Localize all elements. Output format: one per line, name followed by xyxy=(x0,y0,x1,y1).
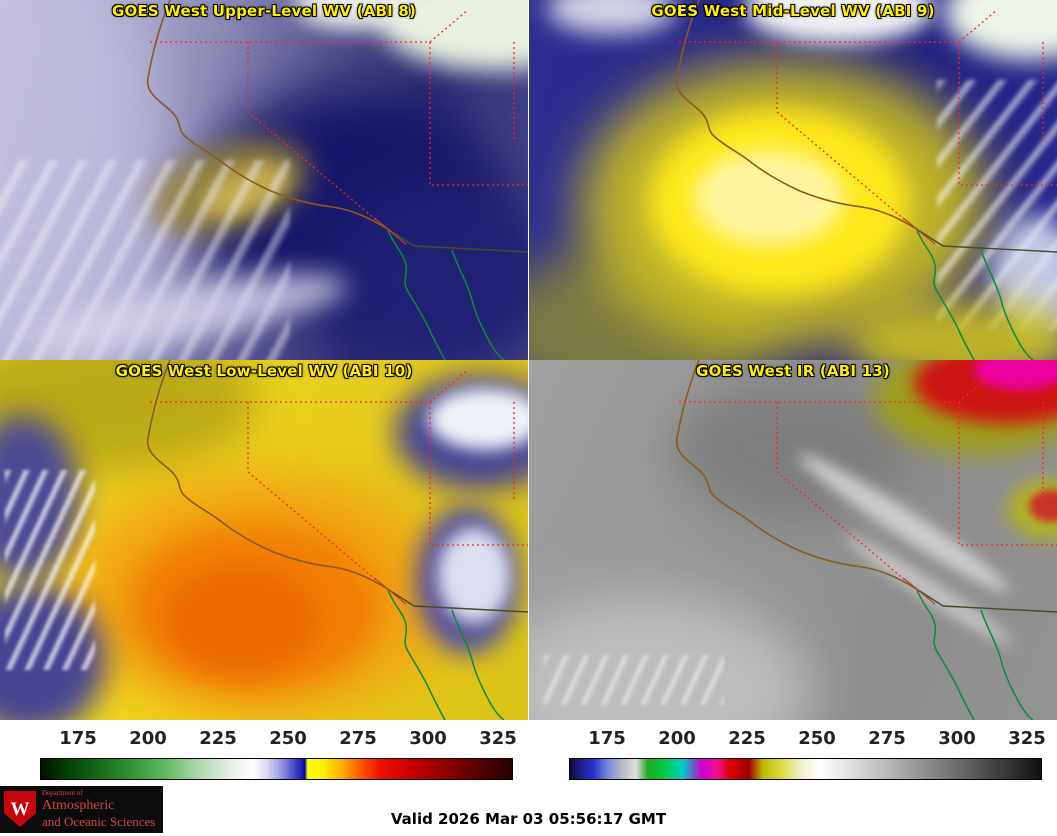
valid-timestamp: Valid 2026 Mar 03 05:56:17 GMT xyxy=(390,810,667,828)
colorbar-wv-tick-labels: 175 200 225 250 275 300 325 xyxy=(0,728,528,752)
map-overlay xyxy=(675,360,1057,720)
map-overlay xyxy=(146,0,528,360)
colorbar-ir-tick-labels: 175 200 225 250 275 300 325 xyxy=(529,728,1057,752)
panel-mid-level-wv: GOES West Mid-Level WV (ABI 9) xyxy=(529,0,1057,360)
colorbar-tick-label: 175 xyxy=(588,728,626,749)
map-overlay xyxy=(675,0,1057,360)
satellite-texture-layer xyxy=(438,528,510,623)
satellite-texture-layer xyxy=(165,565,320,675)
colorbar-tick-label: 250 xyxy=(269,728,307,749)
colorbar-tick-label: 200 xyxy=(129,728,167,749)
colorbar-tick-label: 300 xyxy=(409,728,447,749)
logo-department-label: Department of xyxy=(42,789,83,797)
colorbar-tick-label: 325 xyxy=(479,728,517,749)
panel-ir: GOES West IR (ABI 13) xyxy=(529,360,1057,720)
panel-title: GOES West IR (ABI 13) xyxy=(696,362,890,380)
panel-low-level-wv: GOES West Low-Level WV (ABI 10) xyxy=(0,360,528,720)
satellite-texture-layer xyxy=(544,655,724,705)
panel-title: GOES West Upper-Level WV (ABI 8) xyxy=(111,2,417,20)
logo-line2: and Oceanic Sciences xyxy=(42,814,156,829)
uw-crest-letter: W xyxy=(10,798,30,820)
logo-line1: Atmospheric xyxy=(42,798,115,813)
colorbar-tick-label: 300 xyxy=(938,728,976,749)
map-overlay xyxy=(146,360,528,720)
colorbar-tick-label: 325 xyxy=(1008,728,1046,749)
panel-title: GOES West Low-Level WV (ABI 10) xyxy=(115,362,413,380)
uw-aos-logo: W Department of Atmospheric and Oceanic … xyxy=(0,786,163,833)
colorbar-tick-label: 225 xyxy=(199,728,237,749)
footer: 175 200 225 250 275 300 325 175 200 225 … xyxy=(0,720,1057,836)
satellite-texture-layer xyxy=(5,470,95,670)
colorbar-tick-label: 225 xyxy=(728,728,766,749)
satellite-texture-layer xyxy=(428,388,528,450)
colorbar-tick-label: 250 xyxy=(798,728,836,749)
colorbar-water-vapor xyxy=(40,758,513,780)
colorbar-ir-enhancement xyxy=(569,758,1042,780)
colorbar-tick-label: 275 xyxy=(339,728,377,749)
colorbar-tick-label: 275 xyxy=(868,728,906,749)
colorbar-tick-label: 175 xyxy=(59,728,97,749)
panel-upper-level-wv: GOES West Upper-Level WV (ABI 8) xyxy=(0,0,528,360)
colorbar-tick-label: 200 xyxy=(658,728,696,749)
uw-aos-logo-text: Department of Atmospheric and Oceanic Sc… xyxy=(42,789,155,829)
panel-title: GOES West Mid-Level WV (ABI 9) xyxy=(651,2,935,20)
